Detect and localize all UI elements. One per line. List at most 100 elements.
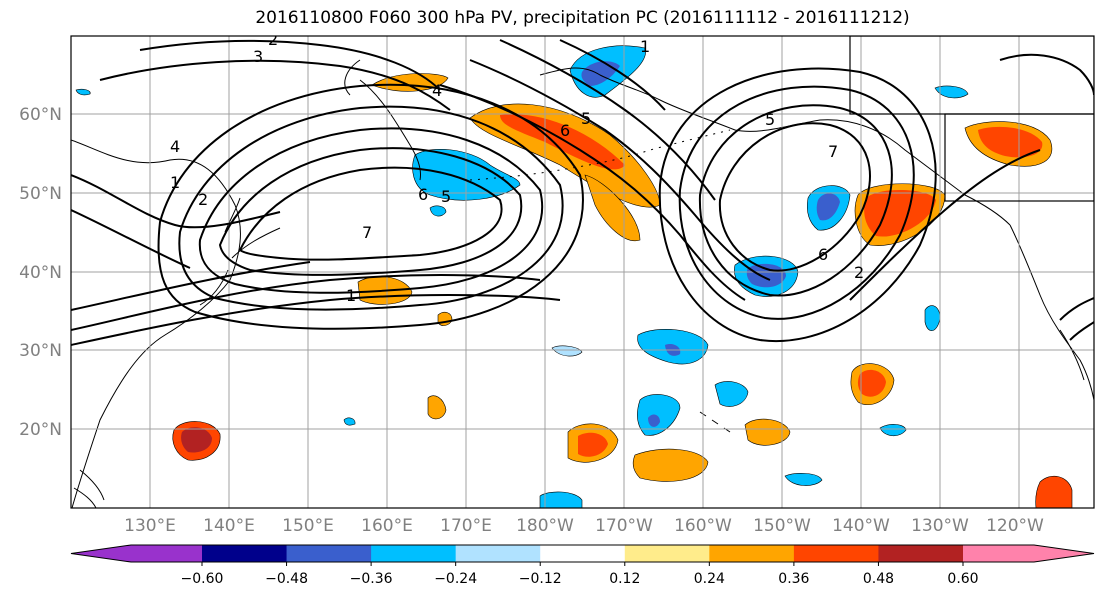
contour-label: 5 <box>765 110 775 129</box>
pv-contour <box>71 294 561 346</box>
pv-contour <box>698 104 893 297</box>
map-frame <box>70 35 1095 509</box>
precip-negative-core <box>648 414 660 427</box>
precip-negative-area <box>714 381 749 407</box>
contour-label: 7 <box>362 223 372 242</box>
pv-contour <box>1069 321 1094 341</box>
lon-label: 170°E <box>440 516 492 536</box>
colorbar-tick-label: −0.48 <box>265 571 308 587</box>
precip-positive-core <box>500 114 625 170</box>
precip-negative-area <box>75 88 91 96</box>
contour-label: 1 <box>640 37 650 56</box>
precip-negative-area <box>934 85 969 99</box>
pv-contour <box>71 274 541 331</box>
precip-positive-area <box>632 448 709 482</box>
colorbar-tick-label: −0.36 <box>350 571 393 587</box>
colorbar-tick-label: 0.60 <box>947 571 978 587</box>
precip-positive-core <box>578 432 608 457</box>
contour-label: 2 <box>268 30 278 49</box>
contour-label: 1 <box>346 286 356 305</box>
pv-contour <box>198 127 543 294</box>
lat-label-60n: 60°N <box>19 105 62 125</box>
precip-positive-core <box>857 369 886 397</box>
asia-coastline <box>71 139 241 508</box>
contour-label: 2 <box>198 190 208 209</box>
latitude-labels: 60°N 50°N 40°N 30°N 20°N <box>19 105 62 440</box>
pv-contours <box>71 39 1094 346</box>
contour-labels: 3 2 4 1 2 6 5 7 1 4 6 5 7 6 2 5 1 <box>170 30 864 305</box>
colorbar-segment <box>202 545 288 562</box>
colorbar-segment <box>624 545 710 562</box>
pv-contour <box>71 261 311 311</box>
colorbar-tick-label: 0.12 <box>609 571 640 587</box>
colorbar-segment <box>878 545 964 562</box>
contour-label: 5 <box>581 109 591 128</box>
lon-label: 160°W <box>674 516 732 536</box>
precip-negative-area <box>879 424 907 437</box>
colorbar-tick-label: −0.60 <box>181 571 224 587</box>
colorbar-tick-label: −0.24 <box>434 571 477 587</box>
colorbar-tick-label: −0.12 <box>519 571 562 587</box>
contour-label: 2 <box>854 263 864 282</box>
colorbar-segment <box>286 545 372 562</box>
north-america-coastline <box>1009 224 1094 401</box>
precip-positive-area <box>1035 475 1073 508</box>
pv-contour <box>71 209 191 269</box>
lat-label-40n: 40°N <box>19 263 62 283</box>
contour-label: 5 <box>441 187 451 206</box>
precip-negative-area <box>343 417 356 426</box>
precip-negative-core <box>581 61 620 86</box>
precip-negative-area <box>784 473 823 486</box>
pv-contour <box>238 166 503 261</box>
pv-contour <box>139 39 441 91</box>
pv-contour <box>678 85 915 320</box>
lat-label-20n: 20°N <box>19 420 62 440</box>
map-title: 2016110800 F060 300 hPa PV, precipitatio… <box>255 8 910 28</box>
colorbar-segment <box>540 545 626 562</box>
pv-contour <box>157 83 584 330</box>
precip-positive-area <box>584 174 641 242</box>
pv-contour <box>658 67 937 342</box>
pv-contour <box>218 147 523 276</box>
lon-label: 140°W <box>832 516 890 536</box>
contour-label: 1 <box>170 173 180 192</box>
pv-contour <box>999 53 1094 96</box>
alaska-coastline <box>539 67 1011 226</box>
colorbar-outline <box>70 544 1095 563</box>
baja-coastline <box>1059 329 1085 381</box>
lon-label: 150°W <box>753 516 811 536</box>
precip-positive-area <box>427 395 447 420</box>
pv-contour <box>469 59 771 281</box>
colorbar-segment <box>963 545 1094 562</box>
lon-label: 150°E <box>282 516 334 536</box>
lat-label-30n: 30°N <box>19 341 62 361</box>
colorbar-tick-label: 0.48 <box>863 571 894 587</box>
japan-coastline <box>199 197 281 306</box>
precip-positive-core <box>864 189 936 237</box>
contour-label: 6 <box>818 245 828 264</box>
colorbar-segment <box>71 545 202 562</box>
lon-label: 120°W <box>986 516 1044 536</box>
precip-negative-area <box>551 345 583 357</box>
pv-contour <box>1059 297 1094 321</box>
contour-label: 3 <box>253 47 263 66</box>
precip-positive-area <box>744 418 791 446</box>
pv-contour <box>718 122 871 272</box>
colorbar-segment <box>371 545 457 562</box>
lon-label: 180°W <box>516 516 574 536</box>
precip-positive-core <box>978 126 1043 158</box>
contour-label: 4 <box>170 137 180 156</box>
lon-label: 140°E <box>203 516 255 536</box>
lon-label: 170°W <box>595 516 653 536</box>
contour-label: 6 <box>418 185 428 204</box>
coastlines <box>71 59 1094 508</box>
lon-label: 130°W <box>911 516 969 536</box>
precip-positive-core <box>181 427 212 453</box>
aleutian-islands <box>469 129 731 181</box>
contour-label: 6 <box>560 121 570 140</box>
pv-contour <box>71 174 281 229</box>
colorbar-segment <box>793 545 879 562</box>
lat-label-50n: 50°N <box>19 184 62 204</box>
contour-label: 4 <box>432 81 442 100</box>
